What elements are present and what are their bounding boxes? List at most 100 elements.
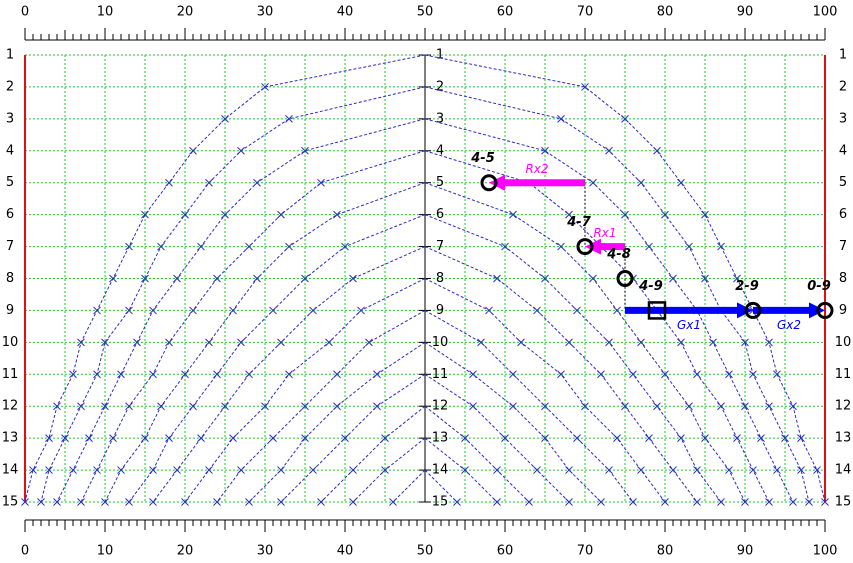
row-label-left: 2 (6, 79, 14, 94)
x-marker (565, 210, 573, 219)
row-label-left: 11 (2, 367, 19, 382)
x-marker (525, 498, 533, 506)
x-marker (789, 498, 797, 506)
x-marker (213, 370, 221, 379)
x-marker (701, 210, 709, 219)
arrow-label: Gx1 (677, 318, 701, 332)
curve (80, 150, 426, 503)
x-marker (653, 402, 661, 411)
x-marker (621, 210, 629, 219)
x-marker (509, 210, 517, 219)
x-marker (613, 434, 621, 442)
x-marker (229, 434, 237, 442)
row-label-left: 13 (2, 431, 19, 446)
center-label: 10 (432, 335, 449, 350)
x-marker (765, 338, 773, 347)
x-marker (77, 498, 85, 506)
x-marker (141, 210, 149, 219)
ruler-tick-label: 40 (337, 544, 354, 559)
point-label: 4-7 (566, 215, 591, 230)
x-marker (189, 146, 197, 155)
x-marker (317, 498, 325, 506)
x-marker (733, 274, 741, 283)
x-marker (93, 370, 101, 379)
x-marker (173, 466, 181, 474)
x-marker (341, 242, 349, 251)
x-marker (349, 498, 357, 506)
ruler-tick-label: 50 (417, 5, 434, 20)
x-marker (373, 402, 381, 411)
point-label: 4-9 (638, 279, 663, 294)
row-label-right: 6 (839, 207, 847, 222)
arrow-label: Rx2 (525, 162, 548, 176)
x-marker (541, 434, 549, 442)
point-marker (816, 301, 834, 319)
x-marker (469, 370, 477, 379)
ruler-tick-label: 80 (657, 5, 674, 20)
row-label-left: 7 (6, 239, 14, 254)
row-label-left: 14 (2, 463, 19, 478)
x-marker (221, 115, 229, 123)
curve (424, 278, 666, 503)
row-label-right: 7 (839, 239, 847, 254)
x-marker (693, 498, 701, 506)
x-marker (37, 498, 45, 506)
x-marker (149, 306, 157, 315)
x-marker (461, 434, 469, 442)
x-marker (245, 242, 253, 251)
point-marker (744, 301, 762, 319)
center-label: 9 (436, 303, 444, 318)
x-marker (773, 370, 781, 379)
x-marker (157, 402, 165, 411)
x-marker (717, 498, 725, 506)
x-marker (693, 466, 701, 474)
curve (320, 405, 426, 503)
arrow-label: Gx2 (777, 318, 801, 332)
x-marker (253, 178, 261, 187)
x-marker (69, 370, 77, 379)
x-marker (541, 274, 549, 283)
x-marker (589, 178, 597, 187)
x-marker (157, 242, 165, 251)
center-label: 7 (436, 239, 444, 254)
x-marker (469, 402, 477, 411)
row-label-right: 15 (835, 495, 852, 510)
x-marker (461, 466, 469, 474)
x-marker (45, 434, 53, 442)
x-marker (309, 306, 317, 315)
x-marker (125, 402, 133, 411)
ruler-tick-label: 90 (737, 544, 754, 559)
x-marker (565, 498, 573, 506)
row-label-right: 12 (835, 399, 852, 414)
curve (424, 214, 722, 503)
x-marker (685, 402, 693, 411)
x-marker (173, 274, 181, 283)
x-marker (685, 242, 693, 251)
center-label: 3 (436, 111, 444, 126)
x-marker (621, 402, 629, 411)
x-marker (765, 498, 773, 506)
x-marker (381, 434, 389, 442)
ruler-tick-label: 60 (497, 544, 514, 559)
x-marker (493, 274, 501, 283)
x-marker (77, 338, 85, 347)
center-label: 13 (432, 431, 449, 446)
row-label-left: 4 (6, 143, 14, 158)
point-marker (616, 270, 634, 287)
x-marker (165, 178, 173, 187)
row-label-right: 4 (839, 143, 847, 158)
x-marker (181, 210, 189, 219)
x-marker (181, 498, 189, 506)
ruler-tick-label: 50 (417, 544, 434, 559)
x-marker (701, 434, 709, 442)
x-marker (573, 306, 581, 315)
x-marker (333, 210, 341, 219)
x-marker (589, 274, 597, 283)
row-label-right: 13 (835, 431, 852, 446)
x-marker (333, 370, 341, 379)
x-marker (109, 434, 117, 442)
x-marker (509, 370, 517, 379)
x-marker (229, 306, 237, 315)
x-marker (189, 306, 197, 315)
row-label-right: 3 (839, 111, 847, 126)
